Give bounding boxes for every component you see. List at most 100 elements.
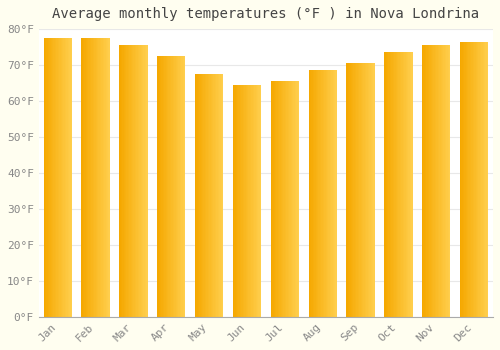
Bar	[139, 45, 140, 317]
Bar	[164, 56, 166, 317]
Bar	[166, 56, 167, 317]
Bar	[237, 85, 238, 317]
Bar	[445, 45, 446, 317]
Bar	[70, 38, 72, 317]
Bar	[428, 45, 429, 317]
Bar	[482, 42, 484, 317]
Bar	[364, 63, 365, 317]
Bar	[352, 63, 354, 317]
Bar	[96, 38, 97, 317]
Bar	[468, 42, 470, 317]
Bar	[326, 70, 327, 317]
Bar	[424, 45, 425, 317]
Bar	[481, 42, 482, 317]
Bar	[69, 38, 70, 317]
Bar	[234, 85, 235, 317]
Bar	[44, 38, 45, 317]
Bar	[472, 42, 474, 317]
Bar	[430, 45, 432, 317]
Bar	[218, 74, 219, 317]
Bar	[336, 70, 337, 317]
Bar	[354, 63, 355, 317]
Bar	[50, 38, 52, 317]
Bar	[167, 56, 168, 317]
Bar	[182, 56, 184, 317]
Bar	[448, 45, 449, 317]
Bar	[466, 42, 467, 317]
Bar	[240, 85, 242, 317]
Bar	[129, 45, 130, 317]
Bar	[372, 63, 374, 317]
Bar	[122, 45, 124, 317]
Bar	[327, 70, 328, 317]
Bar	[444, 45, 445, 317]
Bar	[438, 45, 439, 317]
Bar	[316, 70, 317, 317]
Bar	[310, 70, 312, 317]
Bar	[100, 38, 102, 317]
Bar	[425, 45, 426, 317]
Bar	[132, 45, 134, 317]
Bar	[184, 56, 186, 317]
Bar	[90, 38, 92, 317]
Bar	[124, 45, 125, 317]
Bar	[59, 38, 60, 317]
Bar	[102, 38, 104, 317]
Bar	[177, 56, 178, 317]
Bar	[126, 45, 128, 317]
Bar	[250, 85, 252, 317]
Bar	[396, 52, 397, 317]
Bar	[360, 63, 362, 317]
Bar	[331, 70, 332, 317]
Bar	[107, 38, 108, 317]
Bar	[206, 74, 208, 317]
Bar	[314, 70, 316, 317]
Title: Average monthly temperatures (°F ) in Nova Londrina: Average monthly temperatures (°F ) in No…	[52, 7, 480, 21]
Bar	[202, 74, 203, 317]
Bar	[406, 52, 407, 317]
Bar	[84, 38, 86, 317]
Bar	[322, 70, 324, 317]
Bar	[260, 85, 261, 317]
Bar	[328, 70, 330, 317]
Bar	[65, 38, 66, 317]
Bar	[146, 45, 148, 317]
Bar	[176, 56, 177, 317]
Bar	[125, 45, 126, 317]
Bar	[238, 85, 240, 317]
Bar	[298, 81, 299, 317]
Bar	[252, 85, 254, 317]
Bar	[294, 81, 295, 317]
Bar	[286, 81, 288, 317]
Bar	[487, 42, 488, 317]
Bar	[163, 56, 164, 317]
Bar	[48, 38, 49, 317]
Bar	[195, 74, 196, 317]
Bar	[200, 74, 202, 317]
Bar	[140, 45, 142, 317]
Bar	[390, 52, 392, 317]
Bar	[219, 74, 220, 317]
Bar	[410, 52, 411, 317]
Bar	[170, 56, 172, 317]
Bar	[407, 52, 408, 317]
Bar	[158, 56, 160, 317]
Bar	[208, 74, 209, 317]
Bar	[233, 85, 234, 317]
Bar	[355, 63, 356, 317]
Bar	[346, 63, 348, 317]
Bar	[216, 74, 218, 317]
Bar	[429, 45, 430, 317]
Bar	[432, 45, 434, 317]
Bar	[440, 45, 442, 317]
Bar	[257, 85, 258, 317]
Bar	[178, 56, 180, 317]
Bar	[442, 45, 444, 317]
Bar	[256, 85, 257, 317]
Bar	[280, 81, 282, 317]
Bar	[157, 56, 158, 317]
Bar	[199, 74, 200, 317]
Bar	[397, 52, 398, 317]
Bar	[278, 81, 279, 317]
Bar	[394, 52, 396, 317]
